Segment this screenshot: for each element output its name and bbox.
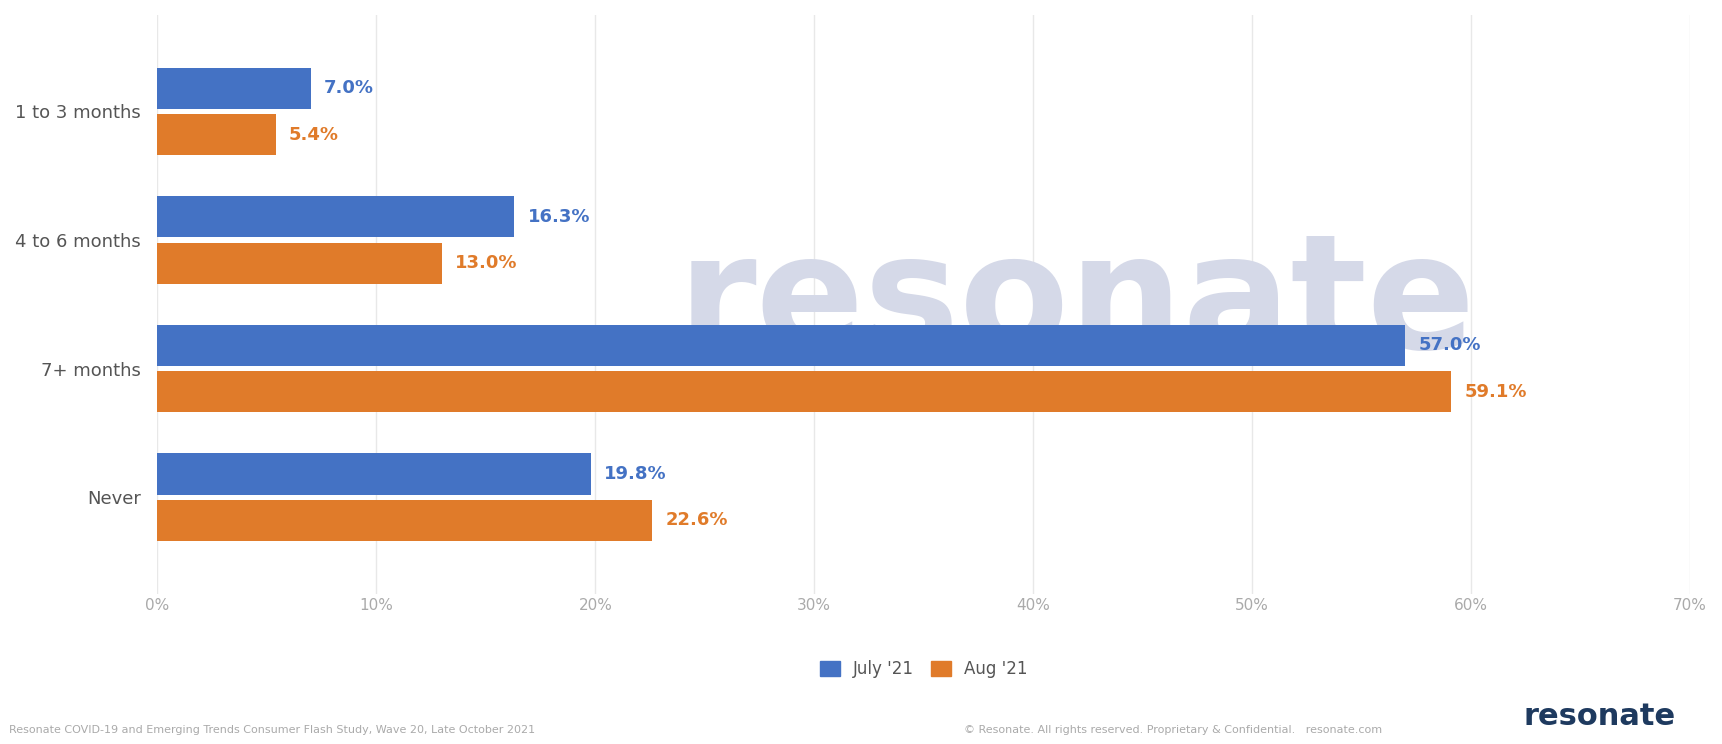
Legend: July '21, Aug '21: July '21, Aug '21 — [820, 660, 1028, 678]
Bar — [157, 68, 310, 109]
Bar — [157, 500, 653, 541]
Text: 22.6%: 22.6% — [665, 511, 728, 529]
Text: Resonate COVID-19 and Emerging Trends Consumer Flash Study, Wave 20, Late Octobe: Resonate COVID-19 and Emerging Trends Co… — [9, 725, 536, 735]
Text: © Resonate. All rights reserved. Proprietary & Confidential.   resonate.com: © Resonate. All rights reserved. Proprie… — [964, 725, 1383, 735]
Text: 57.0%: 57.0% — [1419, 336, 1481, 354]
Text: 5.4%: 5.4% — [289, 126, 339, 144]
Bar — [157, 371, 1452, 412]
Bar — [157, 325, 1405, 366]
Text: 59.1%: 59.1% — [1464, 382, 1527, 401]
Text: 13.0%: 13.0% — [455, 254, 518, 272]
Text: 16.3%: 16.3% — [527, 208, 591, 226]
Text: resonate: resonate — [1524, 702, 1676, 731]
Text: resonate: resonate — [678, 227, 1476, 382]
Text: 19.8%: 19.8% — [604, 465, 666, 483]
Bar — [157, 196, 515, 237]
Text: 7.0%: 7.0% — [324, 80, 374, 97]
Bar — [157, 114, 276, 155]
Bar — [157, 243, 443, 283]
Bar — [157, 453, 591, 495]
